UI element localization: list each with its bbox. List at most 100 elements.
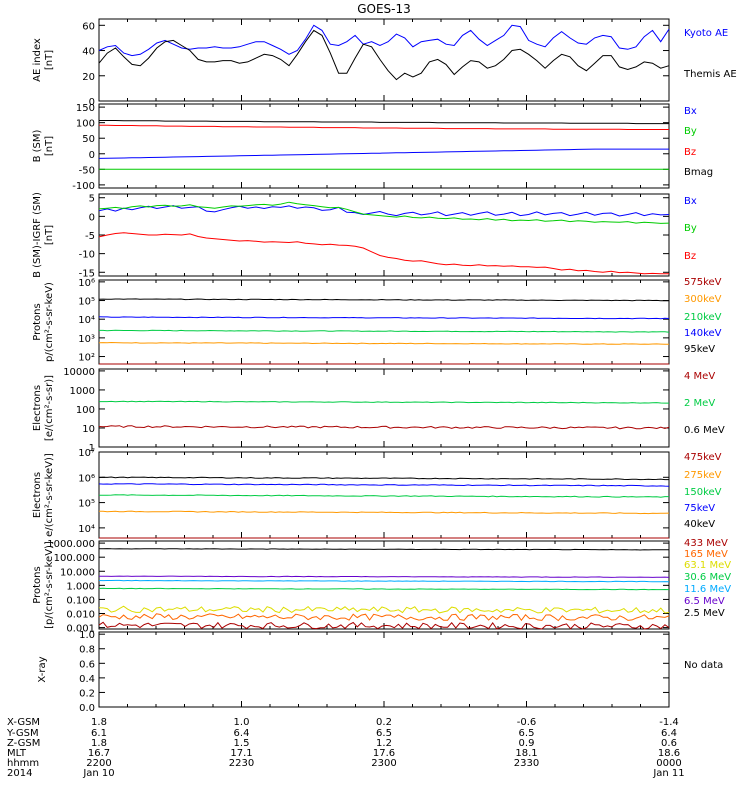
legend-30.6-mev: 30.6 MeV	[684, 572, 731, 583]
time-axis-value: 0000	[656, 758, 681, 769]
time-axis-value: 17.6	[373, 748, 395, 759]
time-axis-value: 6.5	[376, 728, 392, 739]
series-75kev	[98, 483, 670, 487]
y-tick-label: 0.8	[79, 645, 95, 656]
time-axis-value: 1.0	[234, 717, 250, 728]
time-axis-value: 2230	[229, 758, 254, 769]
time-axis-value: 6.5	[519, 728, 535, 739]
y-tick-label: 0.001	[66, 624, 95, 635]
time-axis-value: -1.4	[659, 717, 679, 728]
y-axis-label: Electrons	[32, 385, 43, 431]
legend-2.5-mev: 2.5 MeV	[684, 608, 725, 619]
y-axis-label: [nT]	[44, 225, 55, 245]
time-axis-value: 18.1	[515, 748, 537, 759]
time-axis-value: 17.1	[230, 748, 252, 759]
y-tick-label: 10000	[63, 367, 95, 378]
y-tick-label: 10⁴	[78, 524, 95, 535]
y-tick-label: 0.4	[79, 674, 95, 685]
time-axis-value: 1.8	[91, 738, 107, 749]
y-tick-label: 0.0	[79, 703, 95, 714]
time-axis-value: 1.5	[234, 738, 250, 749]
time-row-label: X-GSM	[7, 717, 40, 728]
y-axis-label: [nT]	[44, 136, 55, 156]
legend-140kev: 140keV	[684, 328, 722, 339]
series-11.6-mev	[98, 579, 670, 583]
y-tick-label: -100	[72, 181, 95, 192]
legend-bx: Bx	[684, 196, 697, 207]
series-2-mev	[99, 400, 669, 404]
legend-kyoto-ae: Kyoto AE	[684, 28, 728, 39]
y-axis-label: [p/(cm²-s-sr-keV)]	[44, 541, 55, 629]
y-tick-label: 1	[89, 443, 95, 454]
legend-63.1-mev: 63.1 MeV	[684, 560, 731, 571]
y-tick-label: 0.2	[79, 688, 95, 699]
legend-210kev: 210keV	[684, 312, 722, 323]
time-row-label: Y-GSM	[6, 728, 39, 739]
legend-themis-ae: Themis AE	[683, 69, 737, 80]
time-axis-value: 0.9	[519, 738, 535, 749]
y-axis-label: B (SM)	[32, 129, 43, 162]
time-row-label: MLT	[7, 748, 27, 759]
legend-475kev: 475keV	[684, 452, 722, 463]
series-4-mev	[98, 425, 670, 430]
y-tick-label: 0.100	[66, 595, 95, 606]
time-axis-value: 0.6	[661, 738, 677, 749]
y-tick-label: 10⁵	[78, 499, 95, 510]
legend-bz: Bz	[684, 251, 696, 262]
y-tick-label: 10⁶	[78, 473, 95, 484]
y-axis-label: Electrons	[32, 472, 43, 518]
series-30.6-mev	[98, 587, 670, 591]
series-kyoto-ae	[98, 24, 670, 57]
legend-575kev: 575keV	[684, 277, 722, 288]
series-275kev	[99, 510, 670, 515]
y-tick-label: 1.0	[79, 630, 95, 641]
y-tick-label: 10³	[78, 334, 95, 345]
y-tick-label: 40	[82, 47, 95, 58]
panel-frame	[98, 368, 670, 448]
time-axis-value: 1.2	[376, 738, 392, 749]
y-tick-label: 60	[82, 21, 95, 32]
y-tick-label: 5	[89, 194, 95, 205]
legend-6.5-mev: 6.5 MeV	[684, 596, 725, 607]
time-axis-value: 1.8	[91, 717, 107, 728]
time-row-label: hhmm	[7, 758, 39, 769]
legend-150kev: 150keV	[684, 487, 722, 498]
y-axis-label: [e/(cm²-s-sr)]	[44, 375, 55, 441]
time-axis-value: 6.4	[234, 728, 250, 739]
time-axis-value: 0.2	[376, 717, 392, 728]
y-axis-label: e/(cm²-s-sr-keV)]	[44, 453, 55, 537]
legend-275kev: 275keV	[684, 470, 722, 481]
y-tick-label: 0.010	[66, 610, 95, 621]
panel-frame	[98, 103, 670, 189]
series-40kev	[98, 476, 669, 481]
legend-bx: Bx	[684, 106, 697, 117]
legend-bmag: Bmag	[684, 167, 713, 178]
y-axis-label: [nT]	[44, 50, 55, 70]
y-tick-label: 10⁶	[78, 278, 95, 289]
series-bx	[98, 148, 669, 159]
series-150kev	[99, 494, 669, 498]
time-row-label: 2014	[7, 768, 32, 779]
y-tick-label: 20	[82, 72, 95, 83]
y-tick-label: -5	[85, 231, 95, 242]
y-tick-label: -50	[79, 165, 95, 176]
time-axis-value: 16.7	[88, 748, 110, 759]
panel-frame	[98, 631, 670, 708]
y-tick-label: 10⁴	[78, 315, 95, 326]
legend-300kev: 300keV	[684, 294, 722, 305]
y-axis-label: X-ray	[37, 656, 48, 682]
series-165-mev	[98, 613, 670, 622]
series-95kev	[98, 298, 670, 302]
time-axis-value: 2300	[371, 758, 396, 769]
panel-frame	[98, 279, 670, 365]
y-tick-label: 10.000	[60, 567, 95, 578]
legend-40kev: 40keV	[684, 519, 715, 530]
legend-11.6-mev: 11.6 MeV	[684, 584, 731, 595]
series-63.1-mev	[98, 605, 670, 614]
legend-95kev: 95keV	[684, 344, 715, 355]
legend-bz: Bz	[684, 147, 696, 158]
y-tick-label: 1000.000	[47, 539, 95, 550]
legend-433-mev: 433 MeV	[684, 538, 728, 549]
panel-frame	[98, 18, 670, 102]
